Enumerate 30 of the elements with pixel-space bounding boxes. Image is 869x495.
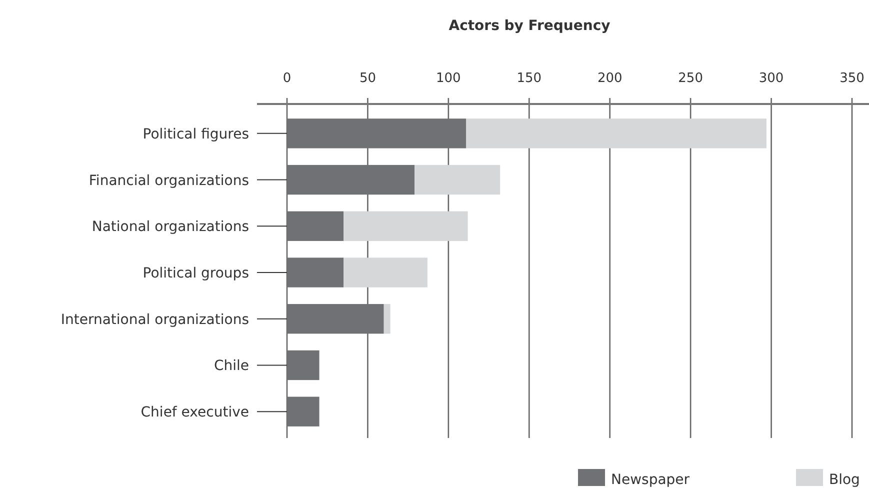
bar <box>287 350 320 380</box>
y-tick-label: Political groups <box>142 266 249 282</box>
bar <box>384 304 390 334</box>
y-tick-label: National organizations <box>92 219 249 236</box>
bar <box>287 304 384 334</box>
x-tick-label: 250 <box>678 71 703 86</box>
x-tick-label: 200 <box>597 71 622 86</box>
legend-label: Blog <box>829 472 860 488</box>
y-tick-label: Chile <box>214 358 249 374</box>
chart-title: Actors by Frequency <box>448 18 610 34</box>
x-tick-label: 50 <box>359 71 376 86</box>
x-tick-label: 150 <box>516 71 542 86</box>
bar <box>344 211 468 241</box>
bar <box>287 211 344 241</box>
bar <box>287 396 320 426</box>
bar <box>344 258 428 288</box>
bar <box>466 118 766 148</box>
y-tick-label: Political figures <box>142 126 249 142</box>
bar <box>287 118 466 148</box>
x-tick-label: 300 <box>758 71 784 86</box>
x-tick-label: 0 <box>282 71 292 86</box>
y-tick-label: Chief executive <box>140 404 249 421</box>
x-tick-label: 350 <box>840 71 864 86</box>
bar <box>414 164 500 195</box>
legend-label: Newspaper <box>611 472 690 488</box>
y-tick-label: International organizations <box>60 312 249 328</box>
bar <box>287 258 344 288</box>
y-tick-label: Financial organizations <box>88 172 249 189</box>
x-tick-label: 100 <box>436 71 461 86</box>
bar <box>287 164 415 195</box>
